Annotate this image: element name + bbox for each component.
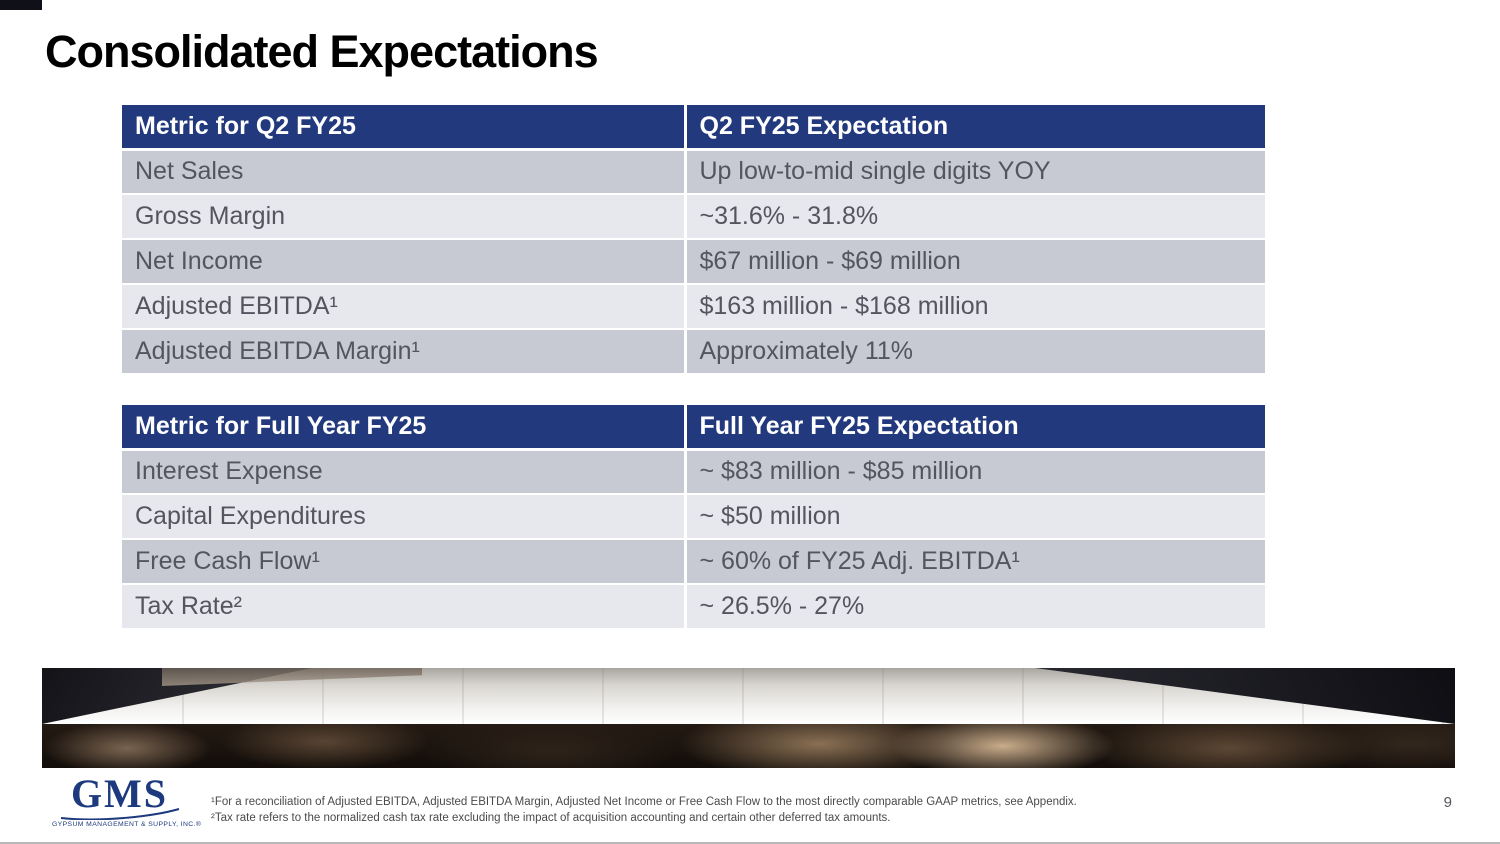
full-year-fy25-expectations-table: Metric for Full Year FY25 Full Year FY25…: [122, 405, 1265, 630]
metric-cell: Free Cash Flow¹: [122, 539, 685, 585]
gms-logo: GMS GYPSUM MANAGEMENT & SUPPLY, INC.®: [52, 771, 202, 829]
table-header-row: Metric for Q2 FY25 Q2 FY25 Expectation: [122, 105, 1265, 151]
gms-logo-text: GMS: [70, 771, 169, 816]
header-expectation-q2: Q2 FY25 Expectation: [683, 105, 1265, 151]
table-row: Net Sales Up low-to-mid single digits YO…: [122, 149, 1265, 195]
metric-cell: Adjusted EBITDA Margin¹: [122, 329, 685, 375]
ceiling-beam: [162, 668, 422, 686]
slide-title: Consolidated Expectations: [45, 26, 599, 77]
table-row: Gross Margin ~31.6% - 31.8%: [122, 194, 1265, 240]
ceiling-dark-corner-right: [1035, 668, 1455, 724]
metric-cell: Net Income: [122, 239, 685, 285]
gms-logo-swoosh-icon: [60, 808, 179, 820]
metric-cell: Tax Rate²: [122, 584, 685, 630]
table-row: Tax Rate² ~ 26.5% - 27%: [122, 584, 1265, 630]
chains-photo: [42, 724, 1455, 768]
header-metric-q2: Metric for Q2 FY25: [122, 105, 685, 151]
top-left-accent-bar: [0, 0, 42, 10]
table-row: Interest Expense ~ $83 million - $85 mil…: [122, 449, 1265, 495]
footnote-2: ²Tax rate refers to the normalized cash …: [211, 811, 891, 824]
metric-cell: Interest Expense: [122, 449, 685, 495]
slide-bottom-edge: [0, 842, 1500, 844]
page-number: 9: [1443, 794, 1452, 811]
header-expectation-fy: Full Year FY25 Expectation: [683, 405, 1265, 451]
header-metric-fy: Metric for Full Year FY25: [122, 405, 685, 451]
metric-cell: Capital Expenditures: [122, 494, 685, 540]
table-row: Free Cash Flow¹ ~ 60% of FY25 Adj. EBITD…: [122, 539, 1265, 585]
value-cell: Approximately 11%: [683, 329, 1265, 375]
value-cell: $163 million - $168 million: [683, 284, 1265, 330]
value-cell: ~ $83 million - $85 million: [683, 449, 1265, 495]
footnotes: ¹For a reconciliation of Adjusted EBITDA…: [211, 795, 1176, 826]
value-cell: ~31.6% - 31.8%: [683, 194, 1265, 240]
table-row: Capital Expenditures ~ $50 million: [122, 494, 1265, 540]
metric-cell: Adjusted EBITDA¹: [122, 284, 685, 330]
footer-photo-strip: [42, 668, 1455, 768]
value-cell: Up low-to-mid single digits YOY: [683, 149, 1265, 195]
ceiling-photo: [42, 668, 1455, 724]
table-row: Adjusted EBITDA¹ $163 million - $168 mil…: [122, 284, 1265, 330]
table-header-row: Metric for Full Year FY25 Full Year FY25…: [122, 405, 1265, 451]
metric-cell: Gross Margin: [122, 194, 685, 240]
value-cell: ~ $50 million: [683, 494, 1265, 540]
table-row: Net Income $67 million - $69 million: [122, 239, 1265, 285]
q2-fy25-expectations-table: Metric for Q2 FY25 Q2 FY25 Expectation N…: [122, 105, 1265, 375]
metric-cell: Net Sales: [122, 149, 685, 195]
value-cell: $67 million - $69 million: [683, 239, 1265, 285]
value-cell: ~ 26.5% - 27%: [683, 584, 1265, 630]
footnote-1: ¹For a reconciliation of Adjusted EBITDA…: [211, 796, 1077, 808]
gms-logo-tagline: GYPSUM MANAGEMENT & SUPPLY, INC.®: [52, 821, 202, 828]
table-row: Adjusted EBITDA Margin¹ Approximately 11…: [122, 329, 1265, 375]
value-cell: ~ 60% of FY25 Adj. EBITDA¹: [683, 539, 1265, 585]
